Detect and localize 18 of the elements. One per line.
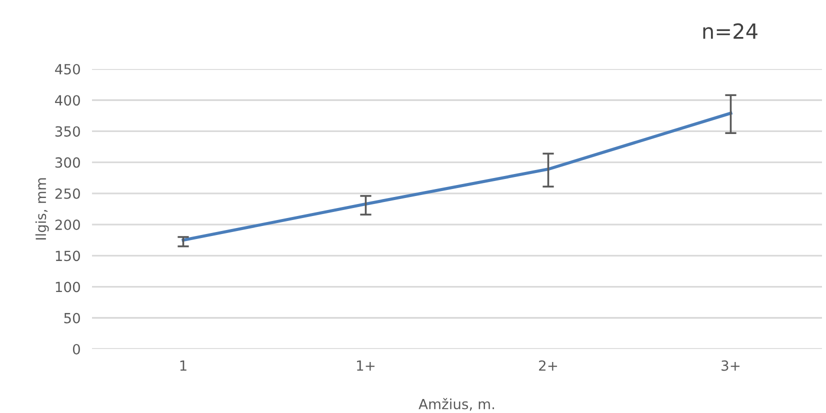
x-tick-label: 1: [180, 360, 186, 371]
y-tick-label: 100: [56, 282, 80, 292]
y-tick-label: 450: [55, 64, 80, 74]
y-tick-label: 250: [55, 188, 80, 199]
y-tick-label: 300: [55, 157, 80, 168]
x-tick-label: 1+: [357, 360, 375, 371]
x-tick-label: 2+: [539, 360, 558, 371]
y-tick-label: 400: [55, 95, 80, 106]
y-tick-label: 50: [64, 312, 80, 324]
y-tick-label: 350: [55, 126, 80, 137]
y-tick-label: 0: [72, 344, 80, 354]
y-tick-label: 200: [55, 220, 80, 230]
text: n=24: [703, 23, 758, 39]
x-tick-label: 3+: [722, 360, 740, 371]
y-axis-title: Ilgis, mm: [35, 178, 49, 240]
line-series: [182, 112, 732, 242]
x-axis-title: Amžius, m.: [418, 398, 494, 411]
y-tick-label: 150: [56, 250, 80, 262]
